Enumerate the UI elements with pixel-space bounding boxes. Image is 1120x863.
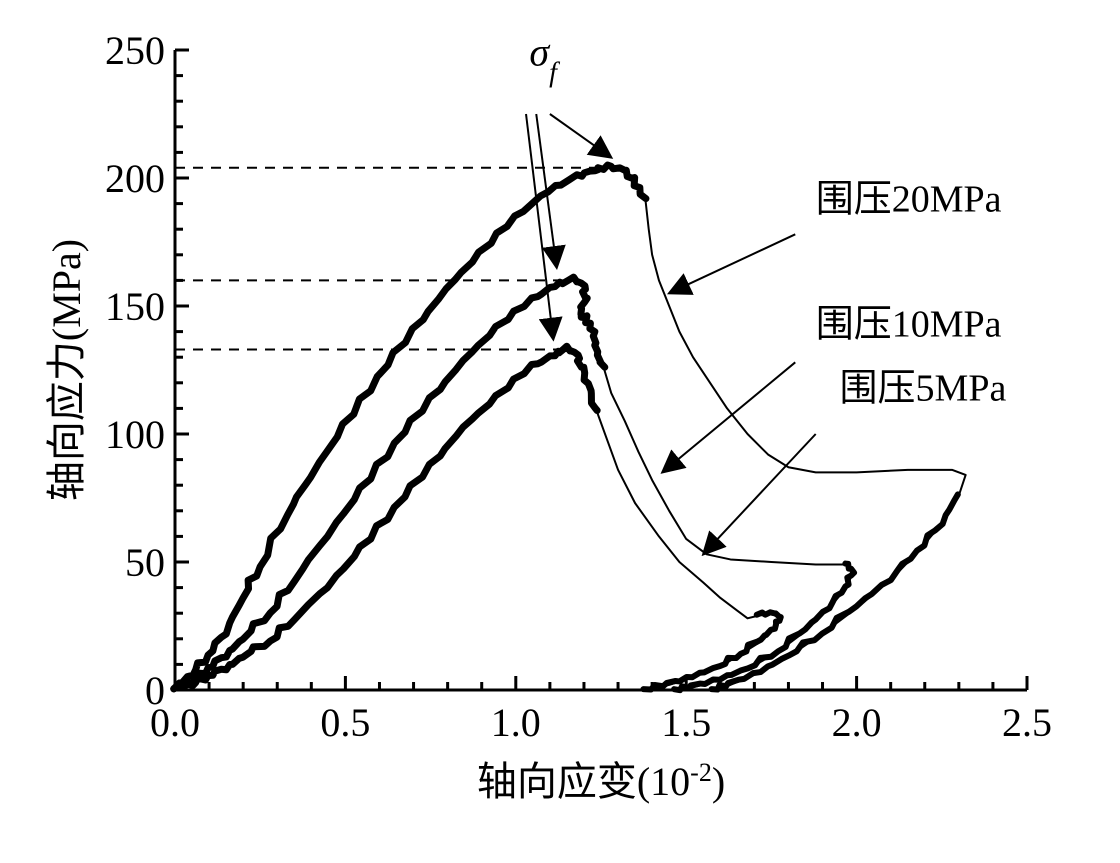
svg-text:2.0: 2.0 (832, 700, 882, 745)
curve-label: 围压5MPa (840, 368, 1007, 410)
stress-strain-chart: 0.00.51.01.52.02.5050100150200250轴向应力(MP… (0, 0, 1120, 863)
svg-text:250: 250 (105, 28, 165, 73)
x-axis-label: 轴向应变(10-2) (477, 758, 725, 805)
svg-text:1.5: 1.5 (661, 700, 711, 745)
curve-label: 围压20MPa (816, 178, 1002, 220)
svg-text:200: 200 (105, 156, 165, 201)
svg-text:1.0: 1.0 (491, 700, 541, 745)
curve-label: 围压10MPa (816, 304, 1002, 346)
y-axis-label: 轴向应力(MPa) (44, 239, 89, 501)
svg-text:0: 0 (145, 668, 165, 713)
svg-text:0.5: 0.5 (320, 700, 370, 745)
svg-text:2.5: 2.5 (1002, 700, 1052, 745)
svg-text:150: 150 (105, 284, 165, 329)
svg-text:50: 50 (125, 540, 165, 585)
svg-text:100: 100 (105, 412, 165, 457)
